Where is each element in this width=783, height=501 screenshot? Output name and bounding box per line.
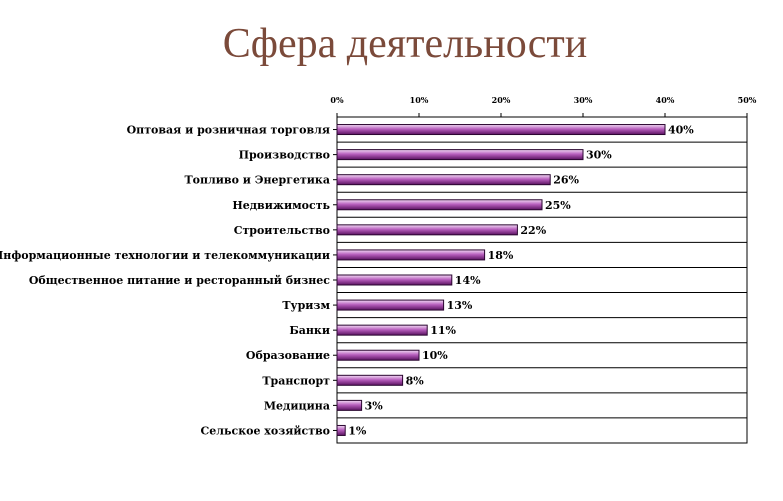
bar (336, 174, 551, 186)
category-label: Информационные технологии и телекоммуник… (0, 249, 330, 262)
x-tick-label: 0% (330, 95, 344, 105)
x-tick-label: 20% (492, 95, 511, 105)
data-label: 14% (455, 274, 481, 287)
data-label: 3% (365, 399, 384, 412)
data-label: 40% (668, 124, 694, 137)
bar (336, 274, 453, 286)
data-label: 10% (422, 349, 448, 362)
data-label: 26% (553, 174, 579, 187)
data-label: 18% (488, 249, 514, 262)
x-tick-label: 30% (574, 95, 593, 105)
bar (336, 249, 486, 261)
bar (336, 349, 420, 361)
data-label: 30% (586, 149, 612, 162)
x-tick-label: 40% (656, 95, 675, 105)
data-label: 8% (406, 374, 425, 387)
category-label: Медицина (264, 399, 330, 412)
x-tick-label: 50% (738, 95, 757, 105)
grid-lines (333, 113, 748, 444)
bar (336, 324, 428, 336)
bar (336, 299, 445, 311)
bar (336, 374, 404, 386)
x-tick-label: 10% (410, 95, 429, 105)
bar (336, 224, 518, 236)
bars (336, 124, 666, 436)
category-label: Производство (239, 149, 330, 162)
chart-title: Сфера деятельности (222, 21, 588, 67)
data-label: 1% (348, 424, 367, 437)
data-label: 22% (520, 224, 546, 237)
bar (336, 124, 666, 136)
data-label: 11% (430, 324, 456, 337)
bar (336, 199, 543, 211)
labels: 0% 10% 20% 30% 40% 50% Оптовая и розничная тор… (0, 95, 757, 437)
category-label: Общественное питание и ресторанный бизне… (29, 274, 330, 287)
category-label: Недвижимость (232, 199, 330, 212)
category-label: Строительство (234, 224, 330, 237)
category-label: Топливо и Энергетика (184, 174, 330, 187)
category-label: Образование (246, 349, 330, 362)
category-label: Банки (289, 324, 330, 337)
category-label: Туризм (282, 299, 330, 312)
category-label: Сельское хозяйство (201, 424, 330, 437)
data-label: 25% (545, 199, 571, 212)
category-label: Транспорт (262, 374, 330, 387)
bar (336, 424, 346, 436)
category-label: Оптовая и розничная торговля (127, 124, 330, 137)
data-label: 13% (447, 299, 473, 312)
bar (336, 399, 363, 411)
bar (336, 149, 584, 161)
